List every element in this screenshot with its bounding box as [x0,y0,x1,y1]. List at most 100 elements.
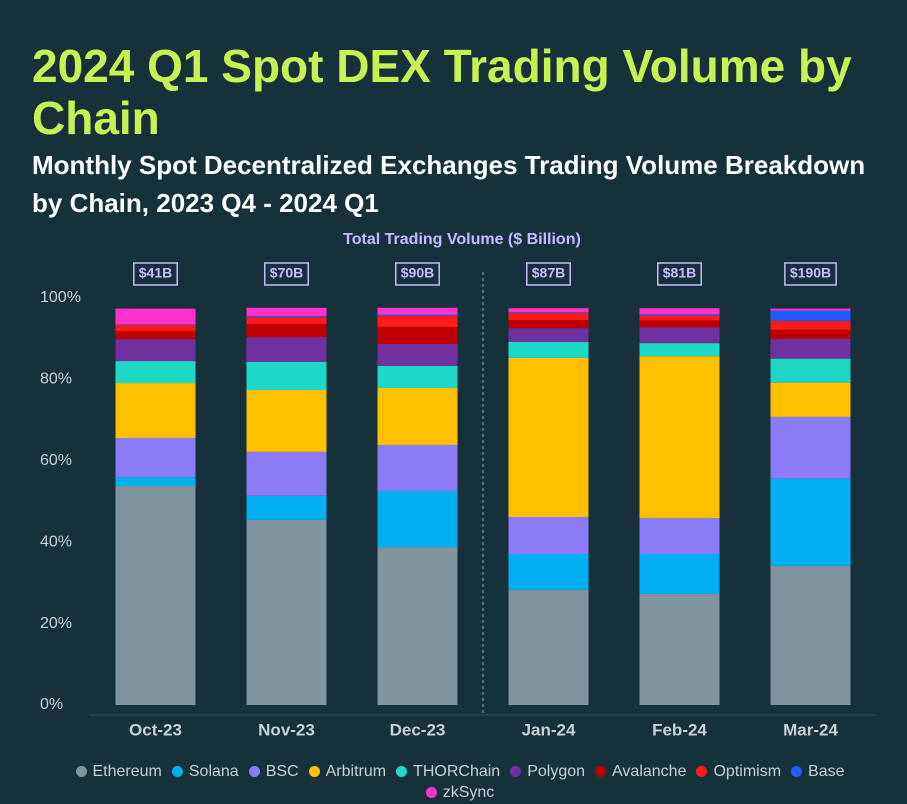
legend-label: Optimism [713,763,782,780]
bar-segment [246,495,327,520]
bar-segment [508,357,589,517]
bar-segment [246,389,327,452]
bar-segment [377,326,458,344]
legend-swatch [75,766,87,777]
bar-segment [508,516,589,555]
bar-segment [770,478,851,566]
legend-label: Avalanche [612,763,687,780]
legend-item: BSC [248,761,299,782]
bar-segment [246,361,327,390]
legend-label: BSC [265,763,299,780]
y-tick-label: 40% [40,533,72,550]
bar-segment [246,324,327,338]
bar-segment [770,416,851,479]
bar-segment [639,320,720,328]
legend-swatch [171,766,183,777]
legend-item: Avalanche [595,761,686,782]
legend-swatch [696,766,708,777]
bar-segment [770,565,851,705]
x-tick-label: Feb-24 [652,720,707,739]
legend-item: Base [791,761,845,782]
total-label: $90B [401,265,434,281]
x-tick-label: Dec-23 [390,720,446,739]
bar-segment [508,319,589,329]
bar-segment [639,308,720,315]
bar-segment [770,320,851,330]
legend-item: zkSync [425,782,495,803]
bar-segment [508,308,589,313]
legend-swatch [396,766,408,777]
total-label: $87B [532,265,565,281]
bar-segment [377,343,458,366]
legend-swatch [791,766,803,777]
x-tick-label: Nov-23 [258,720,315,739]
legend-label: Ethereum [92,763,162,780]
totals-title: Total Trading Volume ($ Billion) [343,231,581,248]
bar-segment [770,382,851,417]
bar-segment [246,519,327,705]
bar-segment [770,338,851,359]
bar-segment [115,438,196,478]
bar-segment [508,589,589,705]
legend-label: Base [808,763,845,780]
chart-subtitle: Monthly Spot Decentralized Exchanges Tra… [32,150,866,218]
total-box [657,262,702,286]
y-tick-label: 100% [40,289,81,306]
total-box [784,262,837,286]
bar-segment [115,486,196,705]
legend-swatch [425,787,437,798]
x-tick-label: Jan-24 [522,720,576,739]
y-tick-label: 0% [40,696,63,713]
bar-segment [639,593,720,705]
bar-segment [115,330,196,340]
chart-title: 2024 Q1 Spot DEX Trading Volume by Chain [32,40,852,144]
bar-segment [508,554,589,590]
legend-label: Solana [188,763,239,780]
bar-segment [508,313,589,320]
total-label: $81B [663,265,696,281]
bar-segment [770,329,851,339]
bar-segment [377,547,458,705]
bar-segment [115,361,196,384]
bar-segment [246,307,327,316]
bar-segment [115,383,196,439]
bar-segment [639,327,720,344]
bar-segment [639,554,720,594]
legend-label: zkSync [442,784,495,801]
bar-segment [377,315,458,327]
y-tick-label: 80% [40,371,72,388]
bar-segment [115,308,196,325]
legend-swatch [248,766,260,777]
bar-segment [377,490,458,548]
bar-segment [377,444,458,491]
legend-item: Arbitrum [308,761,386,782]
legend-label: Polygon [527,763,586,780]
bar-segment [246,317,327,325]
bar-segment [377,307,458,315]
bar-segment [246,337,327,362]
legend-item: Optimism [696,761,781,782]
total-label: $41B [139,265,172,281]
legend-swatch [308,766,320,777]
total-label: $190B [790,265,831,281]
bar-segment [508,328,589,342]
legend-item: Ethereum [75,761,162,782]
bar-segment [246,451,327,496]
bar-segment [770,310,851,321]
legend: Ethereum Solana BSC Arbitrum THORChain Polygo… [40,761,890,803]
total-box [133,262,178,286]
total-label: $70B [270,265,303,281]
y-tick-label: 60% [40,452,72,469]
bar-segment [115,339,196,362]
bar-segment [770,358,851,383]
bar-segment [639,518,720,555]
total-box [395,262,440,286]
bar-segment [639,315,720,321]
x-tick-label: Oct-23 [129,720,182,739]
legend-item: Solana [171,761,239,782]
x-tick-label: Mar-24 [783,720,838,739]
total-box [264,262,309,286]
legend-label: THORChain [413,763,501,780]
